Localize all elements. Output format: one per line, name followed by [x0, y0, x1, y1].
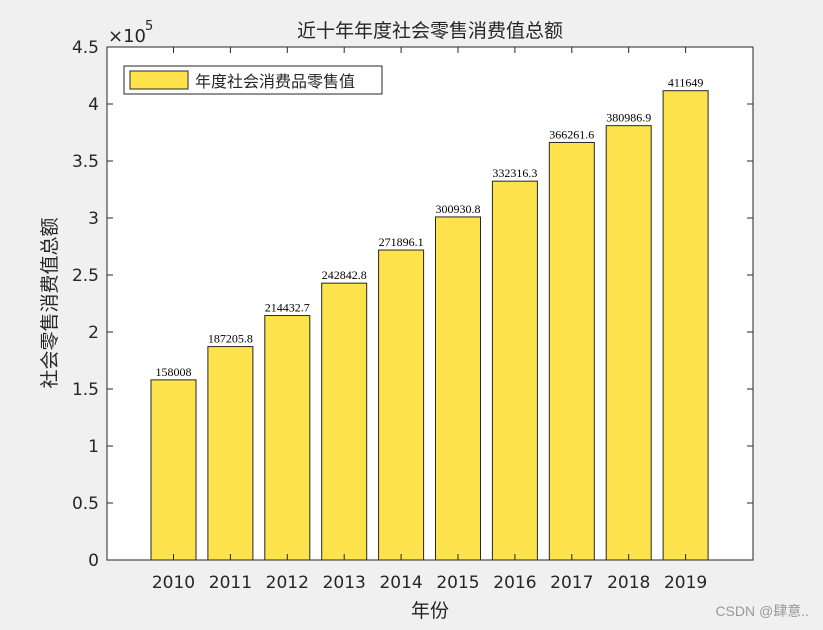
- bar-2016: [491, 180, 538, 561]
- legend-swatch: [129, 70, 189, 90]
- bar-2011: [207, 346, 254, 561]
- bar-value-label-2017: 366261.6: [549, 127, 594, 141]
- x-axis-ticks: 2010 2011 2012 2013 2014 2015 2016 2017 2018 2019: [152, 47, 707, 593]
- y-tick-label: 0.5: [72, 494, 99, 514]
- bar-value-label-2014: 271896.1: [379, 235, 424, 249]
- bar-2018: [605, 125, 652, 561]
- x-tick-label-2014: 2014: [379, 573, 422, 593]
- x-tick-label-2017: 2017: [550, 573, 593, 593]
- y-axis-ticks: 0 0.5 1 1.5 2 2.5 3 3.5 4 4.5: [72, 38, 753, 571]
- x-tick-label-2016: 2016: [493, 573, 536, 593]
- bar-2013: [321, 282, 368, 561]
- bar-2015: [435, 216, 481, 561]
- x-tick-label-2018: 2018: [607, 573, 650, 593]
- watermark: CSDN @肆意..: [715, 603, 809, 619]
- bar-2019: [662, 90, 709, 561]
- x-tick-label-2013: 2013: [323, 573, 366, 593]
- bar-value-label-2011: 187205.8: [208, 332, 253, 346]
- bar-value-label-2010: 158008: [156, 365, 192, 379]
- bar-2014: [378, 249, 425, 561]
- y-tick-label: 4: [88, 95, 99, 115]
- x-tick-label-2010: 2010: [152, 573, 195, 593]
- y-axis-exponent-power: 5: [145, 19, 153, 34]
- plot-area: [107, 47, 753, 560]
- bars-group: [150, 90, 709, 561]
- bar-value-label-2013: 242842.8: [322, 268, 367, 282]
- y-axis-label: 社会零售消费值总额: [39, 217, 61, 388]
- bar-value-labels: 158008 187205.8 214432.7 242842.8 271896.1 30…: [156, 76, 704, 379]
- chart-title: 近十年年度社会零售消费值总额: [297, 20, 563, 42]
- y-tick-label: 4.5: [72, 38, 99, 58]
- x-axis-label: 年份: [411, 600, 449, 622]
- bar-value-label-2018: 380986.9: [606, 111, 651, 125]
- bar-value-label-2016: 332316.3: [492, 166, 537, 180]
- y-axis-exponent-base: ×10: [108, 26, 146, 47]
- bar-2010: [150, 379, 197, 561]
- y-tick-label: 3.5: [72, 152, 99, 172]
- legend-label: 年度社会消费品零售值: [195, 72, 355, 91]
- bar-2017: [548, 141, 595, 561]
- bar-value-label-2015: 300930.8: [436, 202, 481, 216]
- x-tick-label-2012: 2012: [266, 573, 309, 593]
- y-tick-label: 2: [88, 323, 99, 343]
- bar-value-label-2012: 214432.7: [265, 301, 310, 315]
- y-tick-label: 2.5: [72, 266, 99, 286]
- y-tick-label: 1.5: [72, 380, 99, 400]
- plot-frame: [106, 46, 754, 561]
- y-tick-label: 1: [88, 437, 99, 457]
- x-tick-label-2019: 2019: [664, 573, 707, 593]
- legend: 年度社会消费品零售值: [123, 65, 383, 95]
- bar-2012: [264, 315, 311, 561]
- y-tick-label: 3: [88, 209, 99, 229]
- x-tick-label-2015: 2015: [436, 573, 479, 593]
- y-tick-label: 0: [88, 551, 99, 571]
- bar-value-label-2019: 411649: [668, 76, 704, 90]
- x-tick-label-2011: 2011: [209, 573, 252, 593]
